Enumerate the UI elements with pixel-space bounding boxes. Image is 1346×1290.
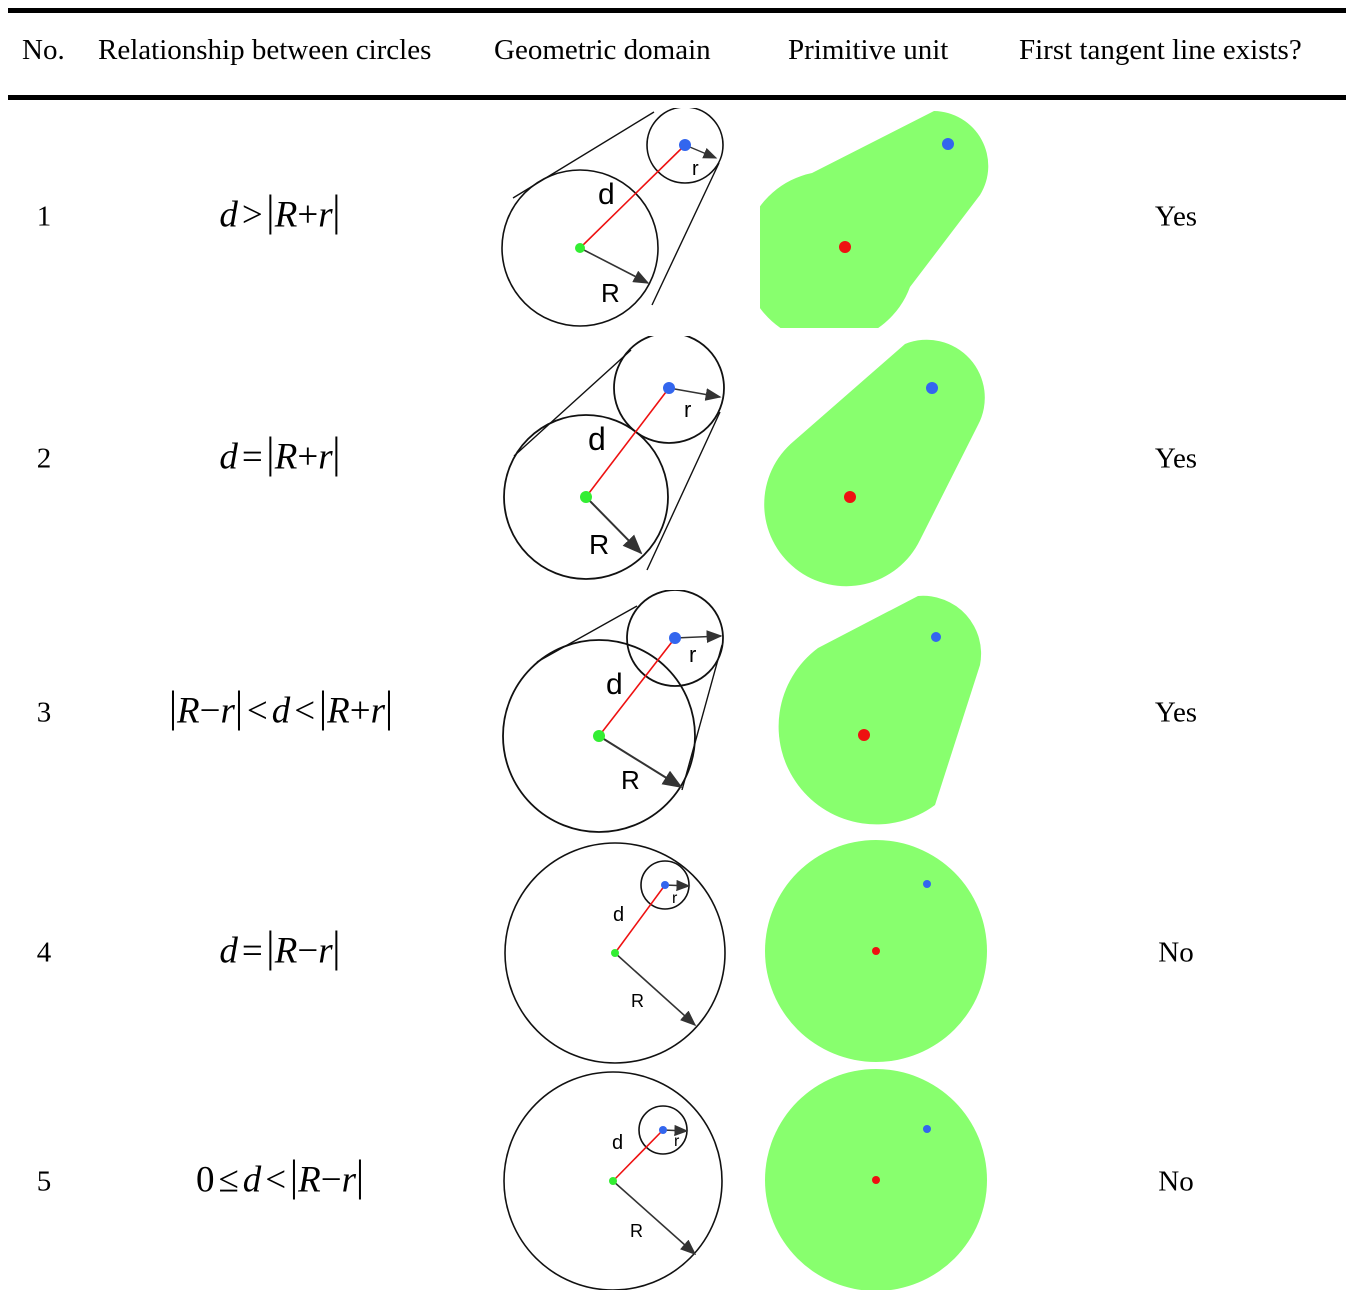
row-number: 4 bbox=[36, 936, 52, 969]
tangent-answer: Yes bbox=[1154, 696, 1198, 729]
label-R: R bbox=[601, 278, 620, 308]
label-d: d bbox=[613, 904, 624, 926]
header-no: No. bbox=[22, 34, 65, 66]
label-d: d bbox=[612, 1132, 623, 1154]
label-r: r bbox=[689, 642, 696, 667]
geometric-domain-diagram: d R r bbox=[502, 590, 724, 833]
label-R: R bbox=[630, 1221, 643, 1241]
tangent-answer: Yes bbox=[1154, 442, 1198, 475]
row-number: 3 bbox=[36, 696, 52, 729]
geometric-domain-diagram: d R r bbox=[501, 108, 724, 327]
tangent-answer: No bbox=[1158, 1165, 1194, 1198]
relationship-formula: d > R+r bbox=[219, 194, 340, 237]
header-domain: Geometric domain bbox=[494, 34, 711, 66]
row-number: 5 bbox=[36, 1165, 52, 1198]
label-d: d bbox=[588, 421, 606, 457]
label-d: d bbox=[606, 668, 623, 701]
top-rule bbox=[8, 8, 1346, 13]
header-relationship: Relationship between circles bbox=[98, 34, 432, 66]
relationship-formula: d = R−r bbox=[219, 930, 340, 973]
header-rule bbox=[8, 95, 1346, 100]
label-r: r bbox=[684, 397, 691, 422]
label-r: r bbox=[672, 890, 678, 907]
label-R: R bbox=[631, 991, 644, 1011]
primitive-unit-shape bbox=[760, 111, 989, 328]
primitive-unit-shape bbox=[765, 1069, 987, 1290]
label-R: R bbox=[589, 529, 609, 560]
geometric-domain-diagram: d R r bbox=[504, 842, 726, 1064]
label-r: r bbox=[674, 1133, 680, 1150]
relationship-formula: d = R+r bbox=[219, 436, 340, 479]
label-r: r bbox=[692, 158, 699, 180]
header-tangent: First tangent line exists? bbox=[1019, 34, 1302, 66]
row-number: 1 bbox=[36, 200, 52, 233]
label-R: R bbox=[621, 765, 640, 795]
header-unit: Primitive unit bbox=[788, 34, 949, 66]
primitive-unit-shape bbox=[765, 840, 987, 1062]
geometric-domain-diagram: d R r bbox=[503, 336, 725, 580]
row-number: 2 bbox=[36, 442, 52, 475]
primitive-unit-shape bbox=[778, 595, 982, 825]
relationship-formula: R−r < d < R+r bbox=[169, 690, 393, 733]
primitive-unit-shape bbox=[764, 339, 985, 587]
relationship-formula: 0 ≤ d < R−r bbox=[196, 1159, 364, 1202]
label-d: d bbox=[598, 178, 615, 211]
tangent-answer: No bbox=[1158, 936, 1194, 969]
geometric-domain-diagram: d R r bbox=[503, 1071, 723, 1290]
tangent-answer: Yes bbox=[1154, 200, 1198, 233]
